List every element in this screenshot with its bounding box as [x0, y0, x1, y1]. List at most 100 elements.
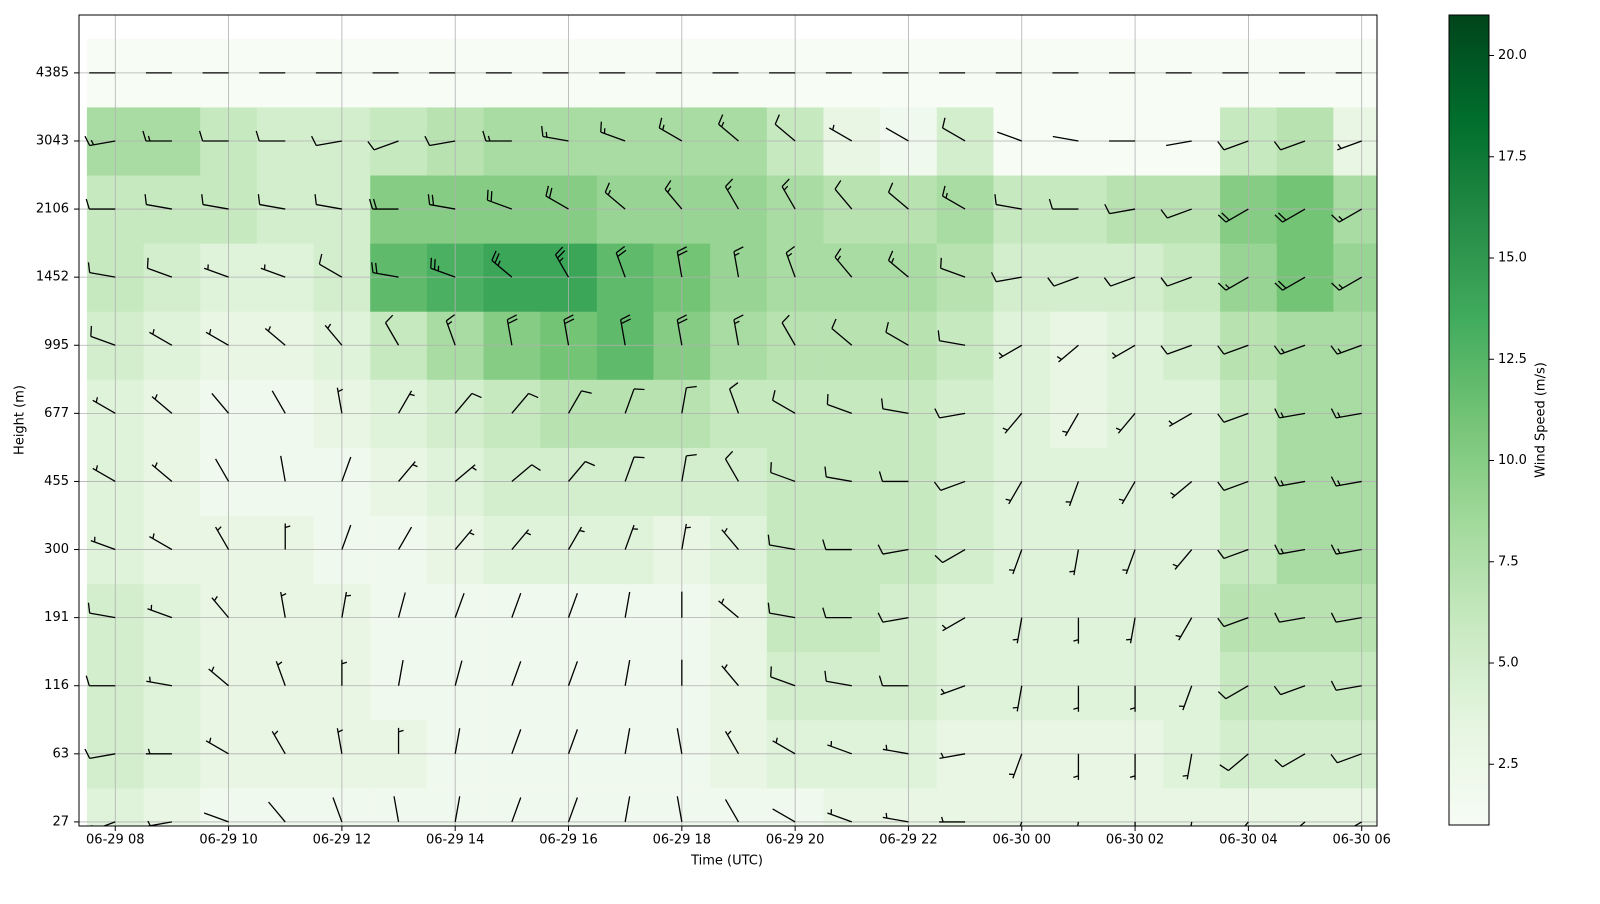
wind-barb [1160, 276, 1192, 287]
wind-barb [1115, 412, 1136, 434]
wind-barb [84, 135, 116, 147]
wind-barb [615, 245, 627, 278]
wind-barb [90, 325, 116, 346]
wind-barb [260, 264, 286, 278]
wind-barb [149, 533, 173, 551]
wind-barb [384, 314, 400, 346]
colorbar-tick-label: 2.5 [1498, 757, 1519, 772]
wind-barb [454, 592, 465, 618]
colorbar-tick-label: 17.5 [1498, 149, 1527, 164]
wind-barb [454, 529, 475, 550]
wind-barb [511, 392, 539, 414]
colorbar-tick-label: 20.0 [1498, 48, 1527, 63]
wind-barb [1274, 612, 1306, 623]
wind-barb [430, 257, 456, 278]
x-tick-label: 06-29 16 [539, 833, 597, 848]
wind-barb [284, 523, 291, 550]
wind-barb [767, 534, 796, 551]
heat-cell [823, 787, 881, 826]
wind-barb [486, 189, 513, 210]
wind-barb [567, 390, 592, 414]
plot-frame [78, 14, 1378, 827]
wind-barb [940, 257, 966, 278]
wind-barb [721, 527, 739, 550]
wind-barb [268, 801, 286, 823]
wind-barb [149, 329, 173, 346]
wind-barb [1273, 344, 1306, 355]
wind-barb [324, 323, 343, 346]
y-tick-label: 677 [44, 406, 69, 421]
wind-barb [624, 456, 645, 482]
wind-barb [1331, 208, 1363, 223]
x-tick-label: 06-30 04 [1219, 833, 1277, 848]
wind-barb [681, 385, 697, 414]
heat-cell [1050, 787, 1108, 826]
wind-barb [624, 660, 631, 686]
wind-barb [87, 602, 116, 619]
wind-barb [1052, 135, 1079, 142]
wind-barb [1217, 412, 1249, 423]
wind-barb [1217, 344, 1249, 355]
wind-barb [336, 728, 344, 754]
wind-barb [454, 728, 461, 754]
wind-barb [1219, 753, 1249, 772]
wind-barb [393, 796, 400, 823]
wind-barb [1012, 685, 1023, 712]
wind-barb [142, 130, 172, 142]
wind-barb [834, 248, 853, 278]
x-tick-label: 06-29 08 [86, 833, 144, 848]
wind-barb [201, 194, 229, 210]
colorbar-tick-label: 7.5 [1498, 554, 1519, 569]
x-tick-label: 06-30 00 [993, 833, 1051, 848]
wind-barb [445, 314, 456, 346]
wind-barb [767, 602, 796, 619]
wind-barb [826, 393, 853, 414]
wind-barb [676, 728, 683, 754]
wind-barb [1330, 544, 1362, 555]
wind-barb [311, 135, 342, 147]
x-tick-label: 06-29 22 [879, 833, 937, 848]
wind-barb [567, 661, 579, 686]
y-tick-label: 63 [52, 746, 69, 761]
wind-barb [933, 480, 966, 491]
wind-barb [1217, 140, 1249, 151]
wind-barb [939, 816, 966, 823]
y-tick-label: 191 [44, 610, 69, 625]
wind-barb [717, 114, 739, 142]
wind-barb [885, 127, 909, 142]
wind-barb [1274, 208, 1306, 223]
wind-barb [454, 464, 477, 482]
wind-barb [664, 180, 683, 210]
wind-barb [676, 314, 688, 346]
colorbar [1448, 14, 1490, 826]
wind-barb [1129, 753, 1136, 780]
wind-barb [1047, 276, 1079, 287]
wind-barb [676, 796, 683, 823]
x-tick-label: 06-29 14 [426, 833, 484, 848]
wind-barb [624, 388, 645, 414]
wind-barb [541, 126, 569, 142]
wind-barb [1069, 549, 1080, 576]
wind-barb [724, 450, 740, 482]
wind-barb [398, 461, 418, 482]
heat-cell [143, 787, 201, 826]
wind-barb [624, 796, 631, 823]
wind-barb [1073, 685, 1080, 712]
colorbar-tick-label: 12.5 [1498, 352, 1527, 367]
wind-barb [1299, 821, 1306, 826]
wind-barb [427, 194, 456, 210]
x-tick-label: 06-30 02 [1106, 833, 1164, 848]
wind-barb [397, 390, 415, 414]
wind-barb [397, 526, 413, 550]
wind-barb [208, 666, 229, 687]
wind-barb [1330, 476, 1362, 487]
wind-barb [92, 397, 116, 414]
wind-barb [1178, 685, 1193, 711]
wind-barb [511, 529, 532, 550]
wind-barb [624, 591, 631, 618]
heat-cell [256, 787, 315, 826]
wind-barb [280, 455, 286, 482]
wind-barb [545, 185, 569, 210]
wind-barb [1337, 140, 1362, 151]
wind-barb [1073, 753, 1080, 780]
